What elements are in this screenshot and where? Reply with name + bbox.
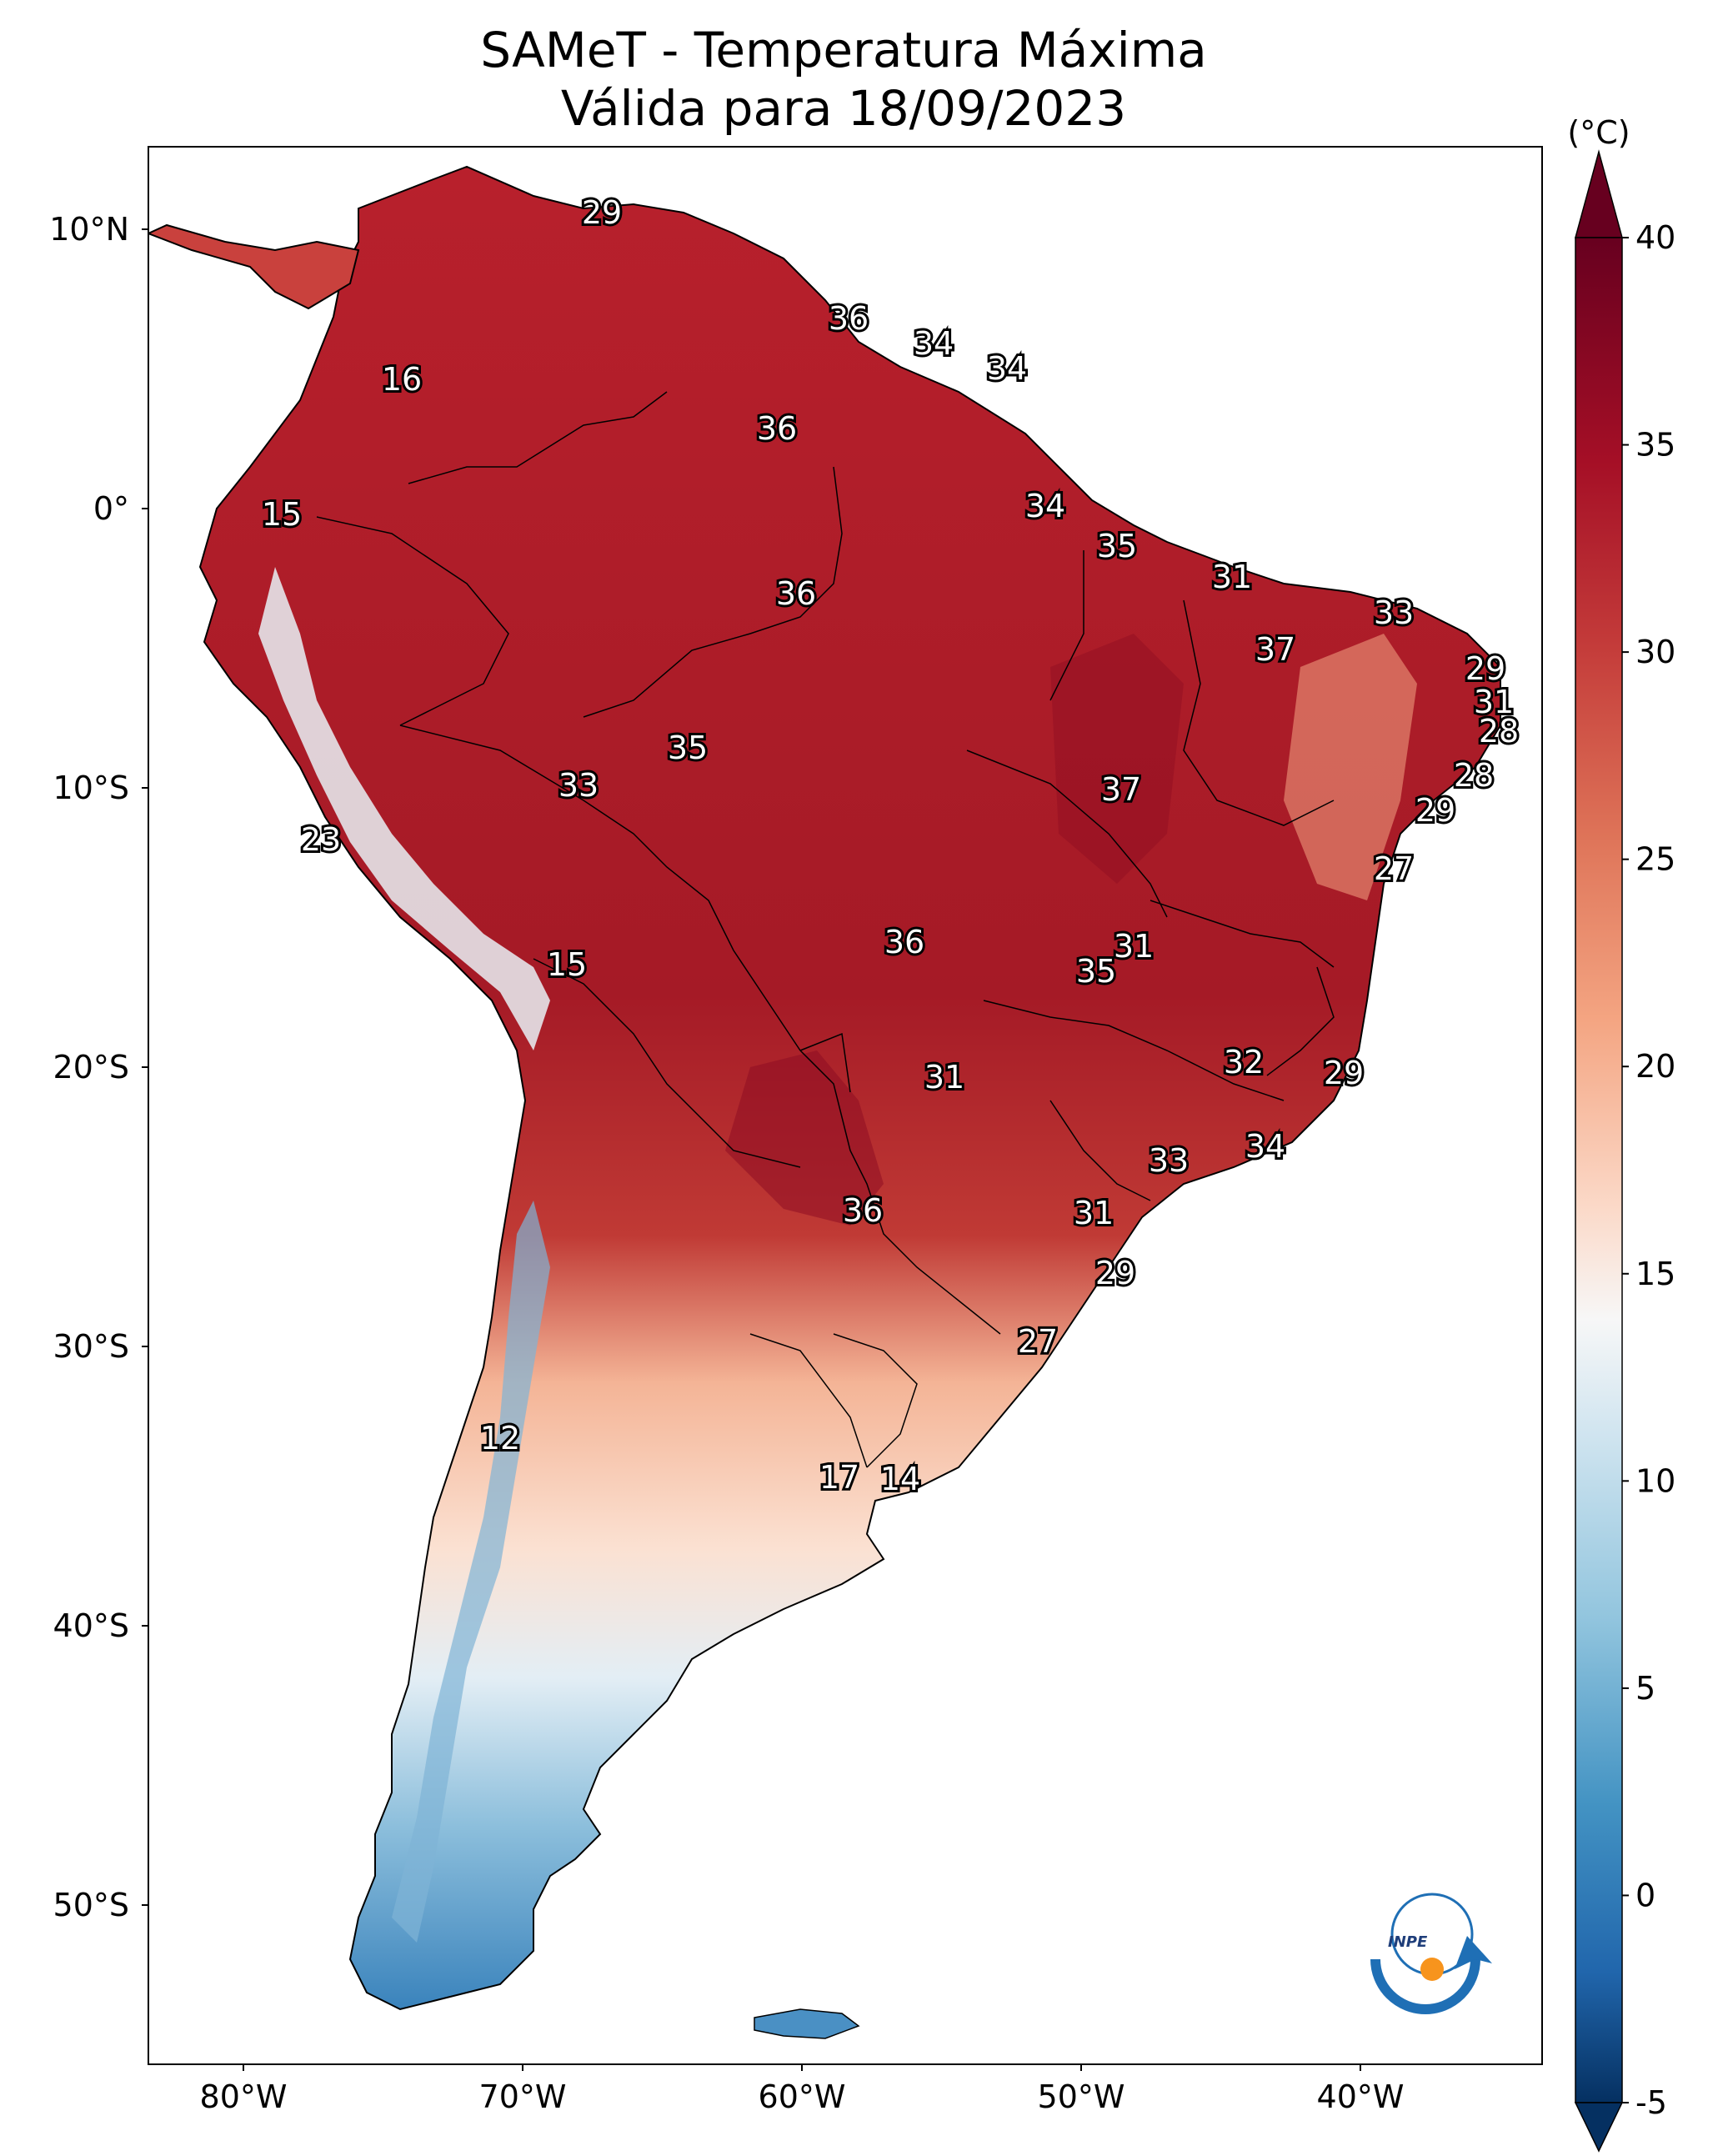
y-tick-label: 0° xyxy=(93,490,129,527)
x-tick-label: 40°W xyxy=(1317,2078,1405,2115)
temp-label: 14 xyxy=(880,1461,920,1497)
temp-label: 29 xyxy=(1415,792,1455,829)
temp-label: 15 xyxy=(547,946,587,983)
title-line-2: Válida para 18/09/2023 xyxy=(561,80,1126,137)
y-tick-label: 30°S xyxy=(53,1328,129,1365)
temp-label: 34 xyxy=(1245,1128,1285,1165)
map-frame xyxy=(148,146,1543,2065)
colorbar-tick-label: 15 xyxy=(1635,1256,1675,1292)
colorbar-gradient xyxy=(1575,237,1623,2103)
temp-label: 27 xyxy=(1018,1323,1058,1360)
temp-label: 23 xyxy=(301,821,341,858)
temp-label: 17 xyxy=(819,1459,859,1496)
temp-label: 31 xyxy=(1212,559,1252,595)
y-tick-label: 40°S xyxy=(53,1607,129,1644)
temp-label: 36 xyxy=(884,924,924,960)
temp-label: 36 xyxy=(843,1192,883,1229)
country-borders xyxy=(316,391,1335,1468)
colorbar-unit: (°C) xyxy=(1567,114,1630,151)
temp-label: 35 xyxy=(668,730,708,766)
temp-label: 16 xyxy=(382,361,422,398)
temp-label: 33 xyxy=(1374,594,1414,631)
temp-label: 32 xyxy=(1224,1044,1264,1081)
colorbar-tick-label: 0 xyxy=(1635,1877,1655,1913)
temp-label: 36 xyxy=(829,300,869,337)
temp-label: 34 xyxy=(987,350,1027,387)
temp-label: 33 xyxy=(558,767,599,804)
title-line-1: SAMeT - Temperatura Máxima xyxy=(480,22,1207,78)
temp-label: 37 xyxy=(1101,771,1141,808)
temp-label: 31 xyxy=(1074,1195,1114,1231)
y-tick-label: 20°S xyxy=(53,1049,129,1086)
colorbar-tick-label: 25 xyxy=(1635,841,1675,878)
temp-label: 31 xyxy=(924,1059,964,1096)
x-tick-label: 50°W xyxy=(1038,2078,1125,2115)
temp-label: 12 xyxy=(480,1420,520,1457)
temp-label: 33 xyxy=(1149,1142,1189,1179)
temp-label: 28 xyxy=(1454,757,1494,794)
temp-label: 27 xyxy=(1374,850,1414,887)
inpe-logo: INPE xyxy=(1370,1893,1492,2014)
colorbar-tick-label: -5 xyxy=(1635,2084,1667,2121)
temp-label: 31 xyxy=(1474,684,1514,720)
x-tick-label: 80°W xyxy=(200,2078,288,2115)
y-axis: 10°N 0° 10°S 20°S 30°S 40°S 50°S xyxy=(49,211,148,1923)
map-area xyxy=(148,147,1542,2064)
temperature-labels: 29 36 34 34 16 36 15 34 35 31 36 33 37 2… xyxy=(259,192,1521,1500)
temp-label: 35 xyxy=(1076,953,1116,990)
temp-label: 36 xyxy=(776,575,816,612)
temp-label: 36 xyxy=(757,410,797,447)
temp-label: 37 xyxy=(1255,631,1295,668)
y-tick-label: 10°S xyxy=(53,770,129,806)
inpe-logo-dot xyxy=(1420,1958,1444,1981)
colorbar-tick-label: 35 xyxy=(1635,427,1675,464)
colorbar-tick-label: 30 xyxy=(1635,634,1675,670)
x-tick-label: 60°W xyxy=(759,2078,846,2115)
colorbar: (°C) 40 35 30 25 20 15 10 5 0 -5 xyxy=(1567,114,1675,2153)
temp-label: 31 xyxy=(1114,928,1154,965)
colorbar-upper-extension xyxy=(1575,149,1623,238)
temp-label: 15 xyxy=(262,496,302,533)
temp-label: 29 xyxy=(1465,650,1505,687)
temp-label: 35 xyxy=(1097,528,1137,564)
temp-label: 34 xyxy=(914,325,954,362)
temp-label: 34 xyxy=(1025,488,1065,524)
colorbar-tick-label: 20 xyxy=(1635,1048,1675,1085)
x-axis: 80°W 70°W 60°W 50°W 40°W xyxy=(200,2064,1405,2115)
temp-label: 29 xyxy=(1095,1255,1135,1291)
temp-label: 29 xyxy=(582,194,622,231)
inpe-logo-text: INPE xyxy=(1388,1933,1428,1951)
x-tick-label: 70°W xyxy=(479,2078,567,2115)
temp-label: 29 xyxy=(1324,1055,1364,1091)
y-tick-label: 50°S xyxy=(53,1887,129,1923)
colorbar-tick-label: 5 xyxy=(1635,1670,1655,1707)
temp-label: 28 xyxy=(1479,713,1519,750)
colorbar-tick-label: 10 xyxy=(1635,1462,1675,1499)
y-tick-label: 10°N xyxy=(49,211,129,248)
colorbar-lower-extension xyxy=(1574,2102,1624,2153)
colorbar-tick-label: 40 xyxy=(1635,219,1675,256)
